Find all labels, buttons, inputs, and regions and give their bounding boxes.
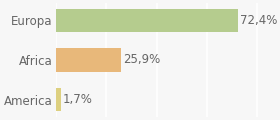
Text: 25,9%: 25,9% [123,54,160,66]
Bar [56,48,121,72]
Text: 72,4%: 72,4% [240,14,277,27]
Bar [56,9,238,32]
Text: 1,7%: 1,7% [63,93,92,106]
Bar [56,88,61,111]
